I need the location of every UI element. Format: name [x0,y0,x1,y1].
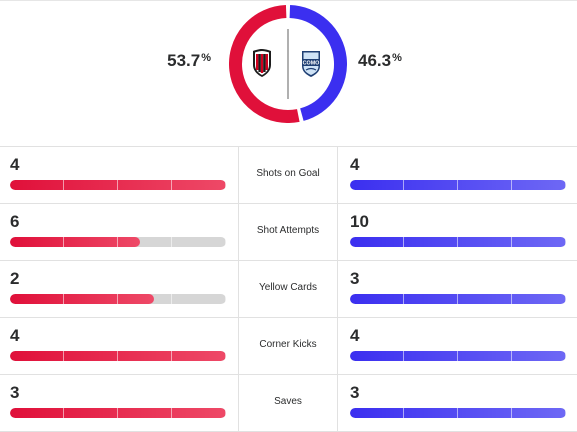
bar-segment-ticks [350,294,566,304]
bar-segment-ticks [350,408,566,418]
bar-segment-ticks [10,294,226,304]
bar-segment-ticks [10,237,226,247]
home-stat-bar [10,237,226,247]
stat-row: 4 Corner Kicks 4 [0,318,577,375]
away-possession-unit: % [392,52,402,64]
possession-donut-chart [229,5,347,123]
home-stat-value: 4 [10,326,20,345]
home-possession-arc [229,5,300,123]
home-stat-bar [10,408,226,418]
away-stat-bar [350,294,566,304]
bar-segment-ticks [350,351,566,361]
bar-segment-ticks [10,180,226,190]
stat-label: Shot Attempts [256,225,320,236]
possession-header: 53.7% COMO 46.3% [0,0,577,138]
home-stat-value: 4 [10,155,20,174]
stat-label-cell: Saves [238,375,338,431]
home-stat-bar [10,294,226,304]
away-possession: 46.3% [358,51,402,71]
top-divider [0,0,577,1]
stat-row: 3 Saves 3 [0,375,577,432]
stat-label-cell: Yellow Cards [238,261,338,317]
stat-label: Saves [274,396,302,407]
home-stat-value: 6 [10,212,20,231]
away-stat-value: 4 [350,155,360,174]
ac-milan-crest-icon [253,49,271,77]
stat-row: 6 Shot Attempts 10 [0,204,577,261]
away-stat-value: 3 [350,269,360,288]
bar-segment-ticks [350,180,566,190]
bar-segment-ticks [10,408,226,418]
away-possession-value: 46.3 [358,51,392,70]
stat-row: 4 Shots on Goal 4 [0,146,577,204]
away-possession-arc [289,5,347,121]
away-stat-value: 4 [350,326,360,345]
away-stat-value: 10 [350,212,369,231]
away-stat-bar [350,180,566,190]
home-stat-bar [10,351,226,361]
home-stat-bar [10,180,226,190]
como-crest-text: COMO [303,61,320,67]
como-crest-icon: COMO [302,51,320,77]
match-stats-table: 4 Shots on Goal 4 6 Shot Attempts 10 2 [0,146,577,432]
away-stat-value: 3 [350,383,360,402]
home-stat-value: 3 [10,383,20,402]
stat-label-cell: Corner Kicks [238,318,338,374]
stat-label: Shots on Goal [256,168,320,179]
stat-label: Yellow Cards [259,282,317,293]
home-stat-value: 2 [10,269,20,288]
bar-segment-ticks [350,237,566,247]
bar-segment-ticks [10,351,226,361]
stat-label: Corner Kicks [259,339,317,350]
away-stat-bar [350,351,566,361]
stat-label-cell: Shots on Goal [238,147,338,203]
stat-label-cell: Shot Attempts [238,204,338,260]
away-stat-bar [350,408,566,418]
away-stat-bar [350,237,566,247]
stat-row: 2 Yellow Cards 3 [0,261,577,318]
home-possession-unit: % [201,52,211,64]
home-possession: 53.7% [167,51,211,71]
home-possession-value: 53.7 [167,51,201,70]
